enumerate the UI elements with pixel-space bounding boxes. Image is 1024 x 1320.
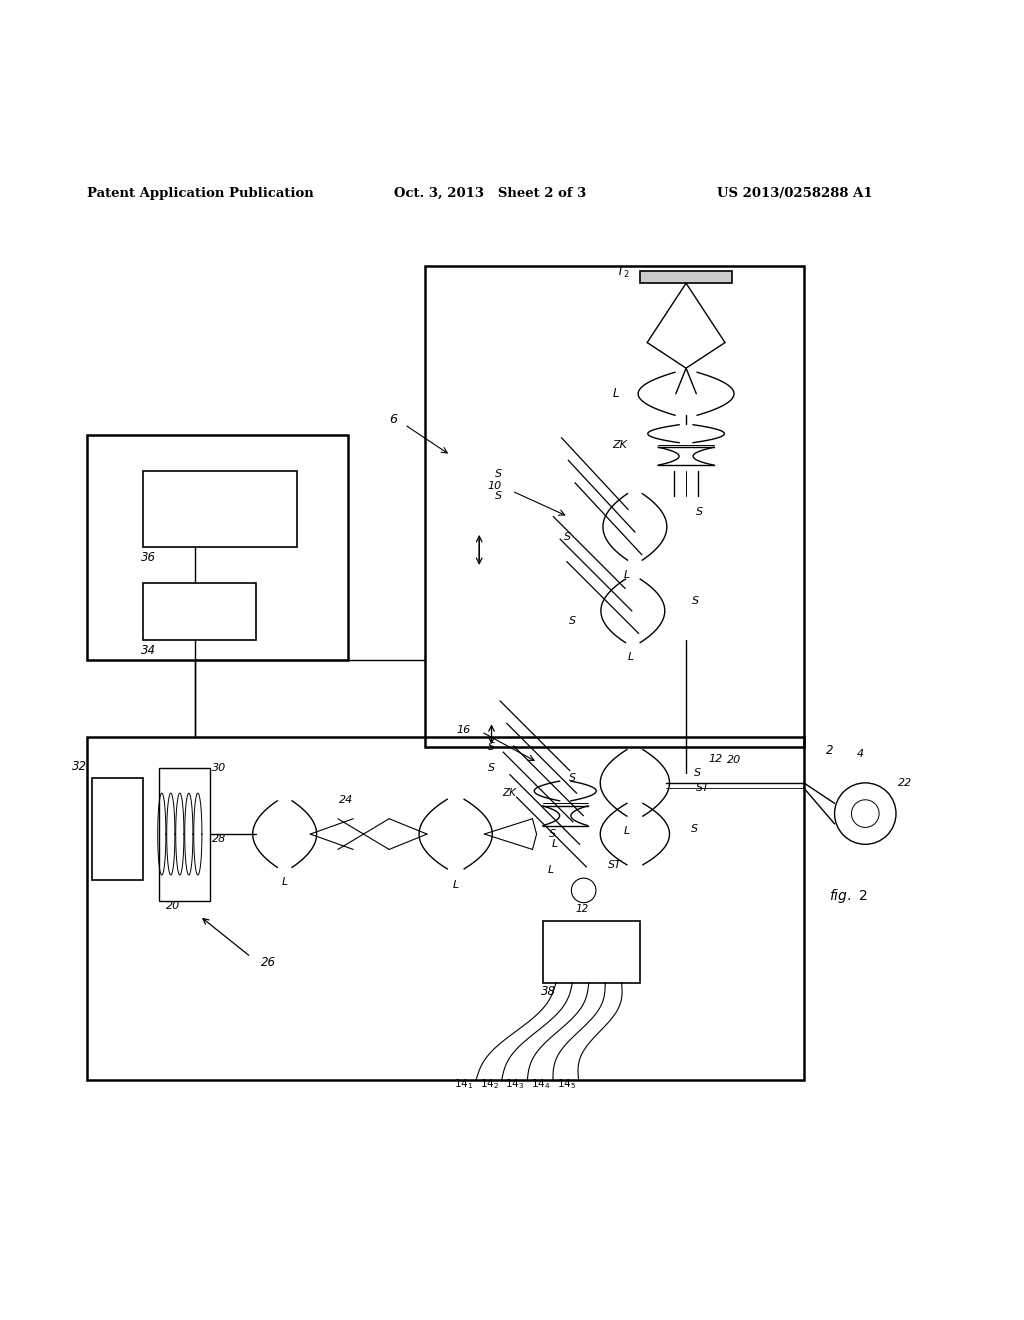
- Text: 34: 34: [141, 644, 157, 656]
- Text: S: S: [691, 824, 698, 834]
- Text: S: S: [487, 742, 495, 752]
- Text: Patent Application Publication: Patent Application Publication: [87, 187, 313, 199]
- Text: S: S: [694, 768, 701, 777]
- Text: $14_4$: $14_4$: [530, 1077, 551, 1090]
- Text: ST: ST: [608, 859, 623, 870]
- Text: 28: 28: [212, 834, 226, 845]
- Text: 20: 20: [727, 755, 741, 766]
- Text: 10: 10: [487, 480, 502, 491]
- Text: S: S: [495, 491, 502, 502]
- Text: 24: 24: [339, 796, 353, 805]
- Text: L: L: [624, 570, 630, 579]
- Text: $T_2$: $T_2$: [616, 265, 630, 280]
- Text: L: L: [613, 387, 620, 400]
- Text: 36: 36: [141, 552, 157, 565]
- Text: $14_1$: $14_1$: [455, 1077, 473, 1090]
- Text: L: L: [552, 840, 558, 849]
- Text: S: S: [495, 469, 502, 479]
- Text: $\mathit{fig.\ 2}$: $\mathit{fig.\ 2}$: [829, 887, 868, 904]
- Text: 38: 38: [541, 985, 556, 998]
- Text: 4: 4: [857, 750, 864, 759]
- Text: $14_5$: $14_5$: [557, 1077, 575, 1090]
- Text: S: S: [549, 829, 556, 840]
- Text: L: L: [548, 865, 554, 875]
- Text: 2: 2: [825, 744, 834, 758]
- Polygon shape: [640, 271, 732, 284]
- Text: S: S: [487, 763, 495, 772]
- Text: 32: 32: [72, 759, 87, 772]
- Text: 20: 20: [166, 900, 180, 911]
- Text: ZK: ZK: [611, 440, 627, 450]
- Text: S: S: [569, 772, 577, 783]
- Text: 22: 22: [898, 777, 912, 788]
- Text: L: L: [628, 652, 634, 661]
- Text: S: S: [564, 532, 571, 543]
- Text: 12: 12: [575, 904, 589, 913]
- Text: ZK: ZK: [502, 788, 516, 799]
- Text: L: L: [453, 880, 459, 890]
- Text: 30: 30: [212, 763, 226, 772]
- Text: L: L: [624, 826, 630, 836]
- Text: L: L: [282, 876, 288, 887]
- Text: $14_2$: $14_2$: [480, 1077, 499, 1090]
- Text: US 2013/0258288 A1: US 2013/0258288 A1: [717, 187, 872, 199]
- Text: 26: 26: [261, 956, 276, 969]
- Text: 16: 16: [457, 725, 471, 735]
- Text: ST: ST: [696, 783, 711, 793]
- Text: 6: 6: [389, 413, 397, 426]
- Text: S: S: [696, 507, 703, 516]
- Text: $14_3$: $14_3$: [506, 1077, 524, 1090]
- Text: Oct. 3, 2013   Sheet 2 of 3: Oct. 3, 2013 Sheet 2 of 3: [394, 187, 587, 199]
- Text: S: S: [569, 616, 577, 626]
- Text: 12: 12: [709, 754, 723, 764]
- Text: S: S: [692, 595, 699, 606]
